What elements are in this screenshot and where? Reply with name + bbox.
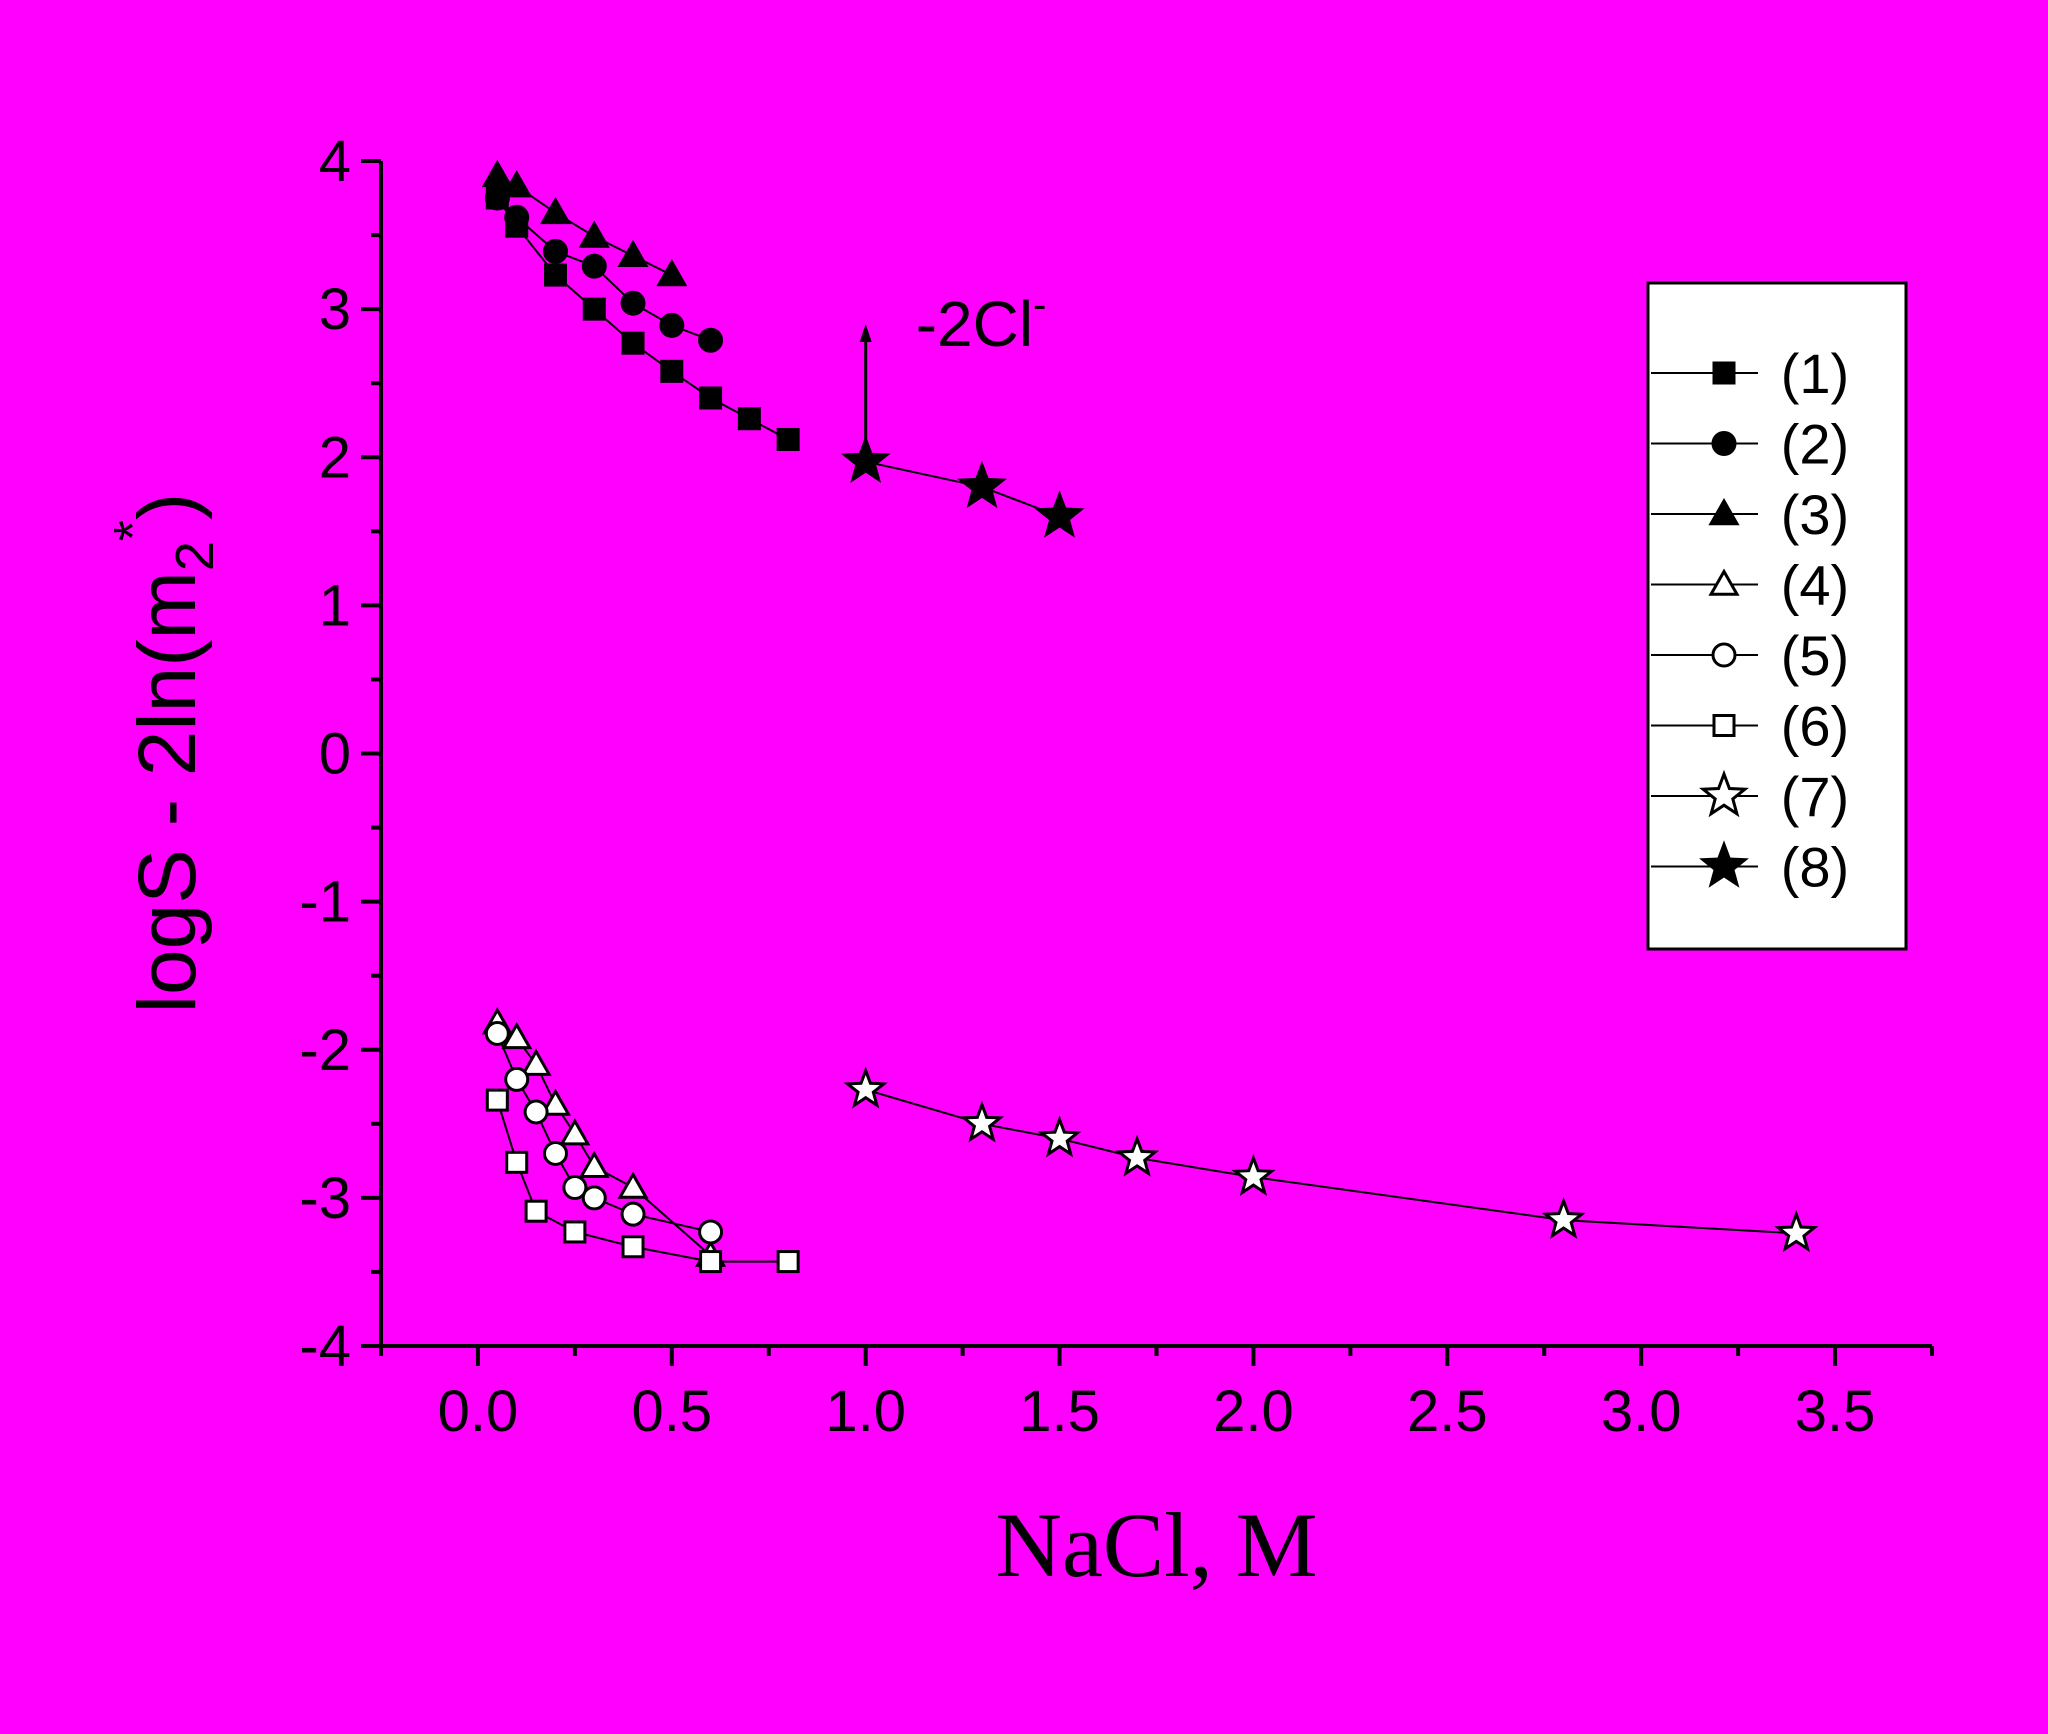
x-tick-label: 0.0	[438, 1379, 519, 1444]
series-6-point	[563, 1220, 587, 1244]
x-tick-label: 1.5	[1019, 1379, 1100, 1444]
series-2-point	[581, 253, 607, 279]
series-3-point	[617, 239, 649, 268]
x-axis-title: NaCl, M	[996, 1494, 1318, 1596]
series-7-point	[1541, 1196, 1586, 1239]
series-2-point	[484, 185, 510, 211]
legend-label: (4)	[1781, 554, 1849, 617]
series-5-point	[484, 1020, 510, 1046]
legend-marker	[1699, 840, 1749, 888]
legend-label: (3)	[1781, 483, 1849, 546]
series-5-point	[620, 1201, 646, 1227]
series-7-point	[1037, 1115, 1082, 1158]
legend-marker	[1708, 497, 1740, 526]
series-1-point	[582, 297, 606, 321]
series-3-point	[578, 220, 610, 248]
x-tick-label: 1.0	[825, 1379, 906, 1444]
legend-box	[1646, 281, 1908, 951]
series-3-point	[501, 170, 533, 198]
y-tick-label: 4	[319, 129, 351, 194]
legend-marker	[1711, 431, 1737, 456]
series-6-point	[505, 1150, 529, 1174]
x-tick-label: 3.0	[1601, 1379, 1682, 1444]
series-7-point	[843, 1066, 888, 1109]
series-2-point	[542, 238, 568, 264]
series-1-point	[621, 331, 645, 355]
x-tick-label: 3.5	[1795, 1379, 1876, 1444]
annotation-arrow-head	[859, 323, 872, 342]
y-tick-label: 2	[319, 425, 351, 490]
legend-label: (7)	[1781, 765, 1849, 828]
series-1-point	[543, 263, 567, 287]
legend-label: (5)	[1781, 624, 1849, 687]
legend: (1) (2) (3) (4) (5) (6) (7) (8)	[1646, 281, 1908, 951]
series-1-point	[660, 359, 684, 383]
x-tick-label: 2.5	[1407, 1379, 1488, 1444]
series-8-point	[840, 435, 891, 483]
series-8-point	[957, 460, 1007, 509]
legend-label: (6)	[1781, 695, 1849, 758]
series-5-point	[698, 1219, 724, 1245]
series-2-point	[659, 312, 685, 338]
series-1-point	[699, 386, 723, 410]
y-axis-title: logS - 2ln(m2*)	[103, 493, 225, 1013]
series-7-point	[959, 1100, 1005, 1143]
y-tick-label: -3	[299, 1166, 351, 1231]
legend-label: (8)	[1781, 836, 1849, 899]
series-7-point	[1114, 1134, 1160, 1177]
series-marks	[481, 159, 1819, 1274]
series-7-point	[1231, 1153, 1276, 1196]
axes: -4 -3 -2 -1 0 1 2 3 4 0.0 0.5 1.0 1.5 2.0 2.5 3.0 3.5 NaC…	[103, 129, 1934, 1596]
series-3-point	[656, 259, 688, 287]
y-tick-label: 1	[319, 573, 351, 638]
legend-marker	[1708, 568, 1740, 596]
series-4-point	[539, 1088, 572, 1116]
y-tick-label: 0	[319, 722, 351, 787]
series-4-point	[578, 1150, 610, 1179]
series-7-point	[1774, 1210, 1819, 1253]
legend-marker	[1712, 361, 1736, 385]
y-tick-label: -4	[299, 1314, 351, 1379]
series-5-point	[542, 1140, 568, 1166]
series-5-point	[504, 1066, 530, 1092]
series-3-point	[481, 159, 513, 188]
series-2-point	[504, 204, 530, 230]
series-6-point	[776, 1250, 800, 1274]
y-tick-label: -1	[299, 870, 351, 935]
legend-marker	[1712, 714, 1736, 737]
series-2-point	[698, 327, 724, 353]
series-5-point	[562, 1175, 588, 1201]
series-2-point	[620, 290, 646, 316]
series-1-point	[737, 407, 761, 431]
series-5-point	[581, 1185, 607, 1211]
series-4-point	[501, 1021, 533, 1050]
series-1-point	[776, 427, 800, 451]
series-4-point	[559, 1118, 591, 1146]
legend-marker	[1711, 642, 1737, 668]
series-6-point	[524, 1199, 548, 1223]
x-tick-label: 2.0	[1213, 1379, 1294, 1444]
series-5-point	[523, 1099, 549, 1125]
series-6-point	[699, 1250, 723, 1274]
series-4-point	[617, 1171, 649, 1199]
series-6-point	[621, 1235, 645, 1259]
series-3-point	[539, 196, 572, 225]
series-4-point	[520, 1048, 552, 1076]
legend-label: (1)	[1781, 342, 1849, 405]
legend-label: (2)	[1781, 413, 1849, 476]
series-8-point	[1034, 490, 1085, 538]
y-tick-label: 3	[319, 277, 351, 342]
annotation: -2Cl-	[859, 283, 1047, 458]
series-6-point	[485, 1088, 509, 1112]
y-tick-label: -2	[299, 1018, 351, 1083]
annotation-label: -2Cl-	[916, 283, 1047, 360]
x-tick-label: 0.5	[631, 1379, 712, 1444]
legend-marker	[1699, 769, 1749, 818]
